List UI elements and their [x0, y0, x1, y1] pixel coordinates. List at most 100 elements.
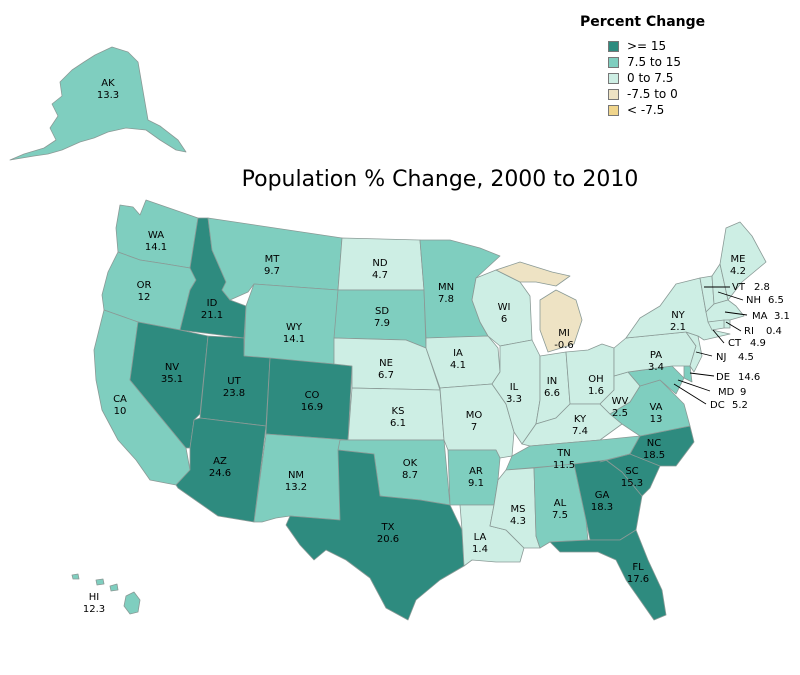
state-value-nv: 35.1 [161, 374, 183, 385]
legend-swatch [608, 72, 619, 84]
state-label-sd: SD [375, 306, 389, 317]
state-label-il: IL [510, 382, 519, 393]
state-value-id: 21.1 [201, 310, 223, 321]
state-label-or: OR [137, 280, 152, 291]
state-label-ms: MS [511, 504, 526, 515]
legend-entry: -7.5 to 0 [608, 86, 705, 102]
state-value-ks: 6.1 [390, 418, 406, 429]
state-value-ia: 4.1 [450, 360, 466, 371]
state-label-ca: CA [113, 394, 127, 405]
legend-label: < -7.5 [627, 103, 665, 117]
state-label-al: AL [554, 498, 567, 509]
state-value-ak: 13.3 [97, 90, 119, 101]
state-label-pa: PA [650, 350, 662, 361]
state-label-mi: MI [558, 328, 570, 339]
state-value-ny: 2.1 [670, 322, 686, 333]
state-label-co: CO [305, 390, 320, 401]
state-value-ct: 4.9 [750, 338, 766, 349]
legend-swatch [608, 104, 619, 116]
state-label-wa: WA [148, 230, 164, 241]
state-value-ca: 10 [114, 406, 127, 417]
state-label-wv: WV [612, 396, 629, 407]
state-value-nc: 18.5 [643, 450, 665, 461]
state-value-sc: 15.3 [621, 478, 643, 489]
legend-label: 0 to 7.5 [627, 71, 674, 85]
state-value-wa: 14.1 [145, 242, 167, 253]
state-value-il: 3.3 [506, 394, 522, 405]
state-value-tx: 20.6 [377, 534, 399, 545]
state-shape-ak [9, 46, 187, 161]
state-label-id: ID [207, 298, 218, 309]
state-label-ri: RI [744, 326, 754, 337]
state-label-ma: MA [752, 311, 768, 322]
state-label-ky: KY [574, 414, 587, 425]
state-label-ct: CT [728, 338, 742, 349]
state-value-md: 9 [740, 387, 746, 398]
state-label-dc: DC [710, 400, 725, 411]
state-value-nm: 13.2 [285, 482, 307, 493]
state-value-oh: 1.6 [588, 386, 604, 397]
state-shape-ct [707, 319, 725, 331]
state-value-ok: 8.7 [402, 470, 418, 481]
state-value-mn: 7.8 [438, 294, 454, 305]
legend-label: -7.5 to 0 [627, 87, 678, 101]
state-label-vt: VT [732, 282, 746, 293]
state-value-ar: 9.1 [468, 478, 484, 489]
state-label-ok: OK [403, 458, 418, 469]
state-label-fl: FL [632, 562, 644, 573]
legend-swatch [608, 56, 619, 68]
state-value-co: 16.9 [301, 402, 323, 413]
state-value-ga: 18.3 [591, 502, 613, 513]
state-label-nh: NH [746, 295, 761, 306]
state-label-la: LA [474, 532, 487, 543]
state-label-wy: WY [286, 322, 303, 333]
map-title: Population % Change, 2000 to 2010 [241, 167, 639, 192]
state-label-wi: WI [498, 302, 511, 313]
state-shape-mi [495, 261, 583, 353]
state-label-tx: TX [381, 522, 395, 533]
legend-label: 7.5 to 15 [627, 55, 682, 69]
state-value-al: 7.5 [552, 510, 568, 521]
state-label-ne: NE [379, 358, 393, 369]
state-label-nv: NV [165, 362, 179, 373]
state-value-tn: 11.5 [553, 460, 575, 471]
state-value-wy: 14.1 [283, 334, 305, 345]
state-value-nj: 4.5 [738, 352, 754, 363]
legend-entry: < -7.5 [608, 102, 705, 118]
state-value-mt: 9.7 [264, 266, 280, 277]
state-value-az: 24.6 [209, 468, 231, 479]
state-label-ar: AR [469, 466, 483, 477]
state-value-nh: 6.5 [768, 295, 784, 306]
state-label-ny: NY [671, 310, 685, 321]
state-label-sc: SC [625, 466, 638, 477]
state-value-ky: 7.4 [572, 426, 588, 437]
state-label-nj: NJ [716, 352, 726, 363]
state-shape-nc [599, 425, 695, 467]
state-shape-hi [71, 573, 141, 615]
state-label-hi: HI [89, 592, 99, 603]
legend-entry: >= 15 [608, 38, 705, 54]
state-label-tn: TN [556, 448, 571, 459]
state-label-mt: MT [265, 254, 281, 265]
state-shape-tx [285, 449, 465, 621]
state-label-az: AZ [213, 456, 227, 467]
state-value-ne: 6.7 [378, 370, 394, 381]
state-label-me: ME [731, 254, 746, 265]
legend-title: Percent Change [580, 14, 706, 30]
state-value-fl: 17.6 [627, 574, 649, 585]
state-label-de: DE [716, 372, 730, 383]
state-value-ri: 0.4 [766, 326, 782, 337]
state-shape-de [683, 365, 693, 383]
state-value-pa: 3.4 [648, 362, 664, 373]
state-label-ks: KS [392, 406, 405, 417]
state-shape-fl [549, 529, 667, 621]
state-value-hi: 12.3 [83, 604, 105, 615]
state-value-sd: 7.9 [374, 318, 390, 329]
state-value-in: 6.6 [544, 388, 560, 399]
legend-label: >= 15 [627, 39, 667, 53]
state-shape-co [265, 357, 353, 441]
state-value-la: 1.4 [472, 544, 488, 555]
state-value-wv: 2.5 [612, 408, 628, 419]
state-value-mi: -0.6 [554, 340, 574, 351]
state-label-ak: AK [101, 78, 115, 89]
